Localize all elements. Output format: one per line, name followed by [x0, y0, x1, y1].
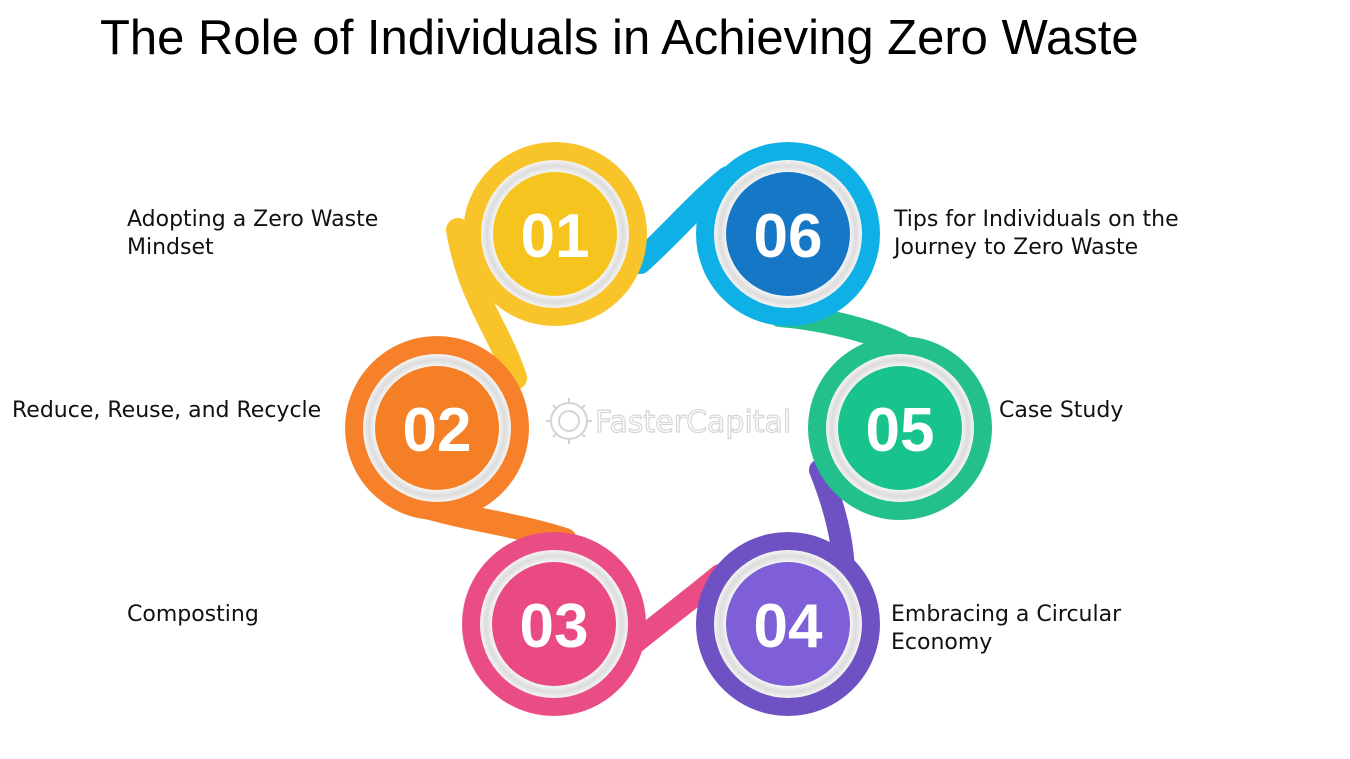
step-node-01: 01: [463, 142, 647, 326]
step-label-02-line-1: Reduce, Reuse, and Recycle: [12, 398, 322, 423]
step-label-06: Tips for Individuals on the Journey to Z…: [894, 206, 1179, 262]
watermark-logo: FasterCapital: [546, 398, 792, 444]
step-label-06-line-1: Tips for Individuals on the: [894, 207, 1179, 232]
connector-01-02: [446, 218, 527, 390]
step-core-04: [726, 562, 850, 686]
gear-icon: [546, 398, 592, 444]
step-label-03: Composting: [127, 601, 259, 629]
step-number-01: 01: [521, 202, 590, 271]
step-label-04: Embracing a Circular Economy: [891, 601, 1121, 657]
step-label-05-line-1: Case Study: [999, 398, 1124, 423]
step-core-03: [492, 562, 616, 686]
step-node-06: 06: [696, 142, 880, 326]
watermark-text: FasterCapital: [595, 405, 791, 440]
step-number-05: 05: [866, 396, 935, 465]
step-label-06-line-2: Journey to Zero Waste: [894, 235, 1139, 260]
step-number-02: 02: [403, 396, 472, 465]
step-label-05: Case Study: [999, 397, 1123, 425]
step-number-03: 03: [520, 592, 589, 661]
step-node-04: 04: [696, 532, 880, 716]
step-core-02: [375, 366, 499, 490]
step-node-05: 05: [808, 336, 992, 520]
step-label-03-line-1: Composting: [127, 602, 259, 627]
step-core-05: [838, 366, 962, 490]
step-number-06: 06: [754, 202, 823, 271]
step-label-01-line-1: Adopting a Zero Waste: [127, 207, 379, 232]
step-label-04-line-2: Economy: [891, 630, 993, 655]
step-label-04-line-1: Embracing a Circular: [891, 602, 1122, 627]
diagram-title: The Role of Individuals in Achieving Zer…: [100, 11, 1139, 65]
step-core-01: [493, 172, 617, 296]
step-core-06: [726, 172, 850, 296]
step-node-03: 03: [462, 532, 646, 716]
step-node-02: 02: [345, 336, 529, 520]
step-label-01-line-2: Mindset: [127, 235, 214, 260]
step-label-01: Adopting a Zero Waste Mindset: [127, 206, 378, 262]
step-label-02: Reduce, Reuse, and Recycle: [12, 397, 321, 425]
step-number-04: 04: [754, 592, 823, 661]
